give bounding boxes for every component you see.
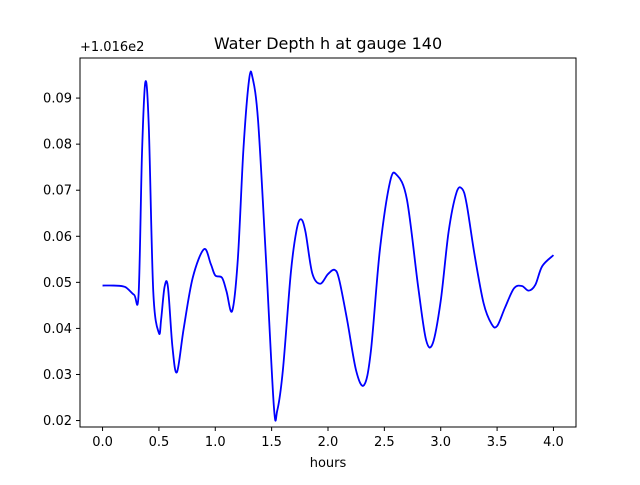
y-tick-label: 0.09 — [43, 92, 72, 107]
plot-area: 0.0 0.5 1.0 1.5 2.0 2.5 3.0 3.5 4.0 0.02 0.03 0.04 0… — [43, 57, 577, 450]
x-axis-label: hours — [310, 456, 347, 471]
x-tick-label: 0.5 — [149, 435, 170, 450]
x-tick-label: 0.0 — [92, 435, 113, 450]
y-tick-label: 0.06 — [43, 230, 72, 245]
y-offset-text: +1.016e2 — [80, 40, 144, 55]
y-tick-label: 0.05 — [43, 276, 72, 291]
x-tick-label: 3.0 — [430, 435, 451, 450]
y-tick-label: 0.07 — [43, 184, 72, 199]
x-tick-label: 4.0 — [543, 435, 564, 450]
y-tick-label: 0.02 — [43, 414, 72, 429]
y-tick-label: 0.04 — [43, 322, 72, 337]
x-tick-label: 2.5 — [374, 435, 395, 450]
x-tick-label: 1.5 — [261, 435, 282, 450]
y-tick-label: 0.03 — [43, 368, 72, 383]
x-tick-label: 3.5 — [487, 435, 508, 450]
x-tick-label: 2.0 — [318, 435, 339, 450]
chart-title: Water Depth h at gauge 140 — [214, 34, 442, 53]
y-tick-label: 0.08 — [43, 138, 72, 153]
series-line — [102, 70, 555, 422]
x-tick-label: 1.0 — [205, 435, 226, 450]
